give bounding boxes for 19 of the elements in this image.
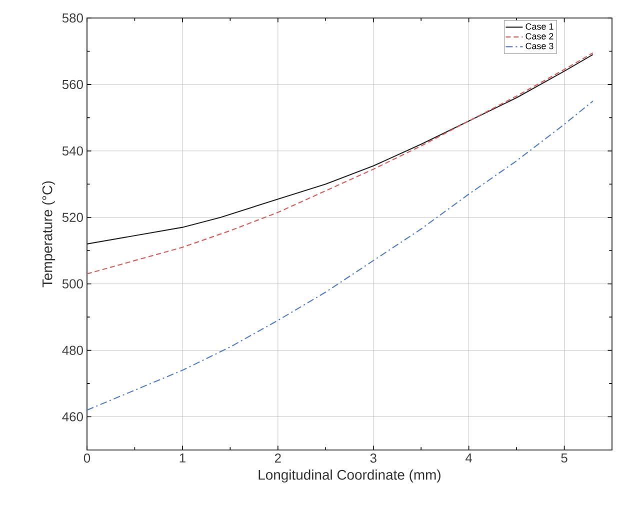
x-tick-label: 2: [274, 454, 281, 463]
x-tick-label: 5: [561, 454, 568, 463]
legend-label: Case 1: [526, 23, 554, 30]
x-tick-label: 1: [180, 454, 186, 462]
legend-label: Case 3: [526, 42, 554, 50]
y-tick-label: 460: [62, 412, 83, 422]
y-tick-label: 560: [62, 80, 83, 90]
y-axis-title: Temperature (°C): [42, 181, 56, 288]
y-tick-label: 540: [62, 146, 83, 156]
line-series: [87, 100, 594, 411]
x-tick-label: 0: [84, 454, 90, 463]
x-tick-label: 3: [370, 454, 376, 463]
legend-label: Case 2: [526, 33, 554, 40]
y-tick-label: 520: [62, 212, 83, 222]
y-tick-label: 480: [62, 346, 83, 355]
x-axis-title: Longitudinal Coordinate (mm): [258, 470, 440, 483]
y-tick-label: 580: [62, 13, 83, 23]
x-tick-label: 4: [466, 454, 472, 462]
y-tick-label: 500: [62, 279, 83, 288]
